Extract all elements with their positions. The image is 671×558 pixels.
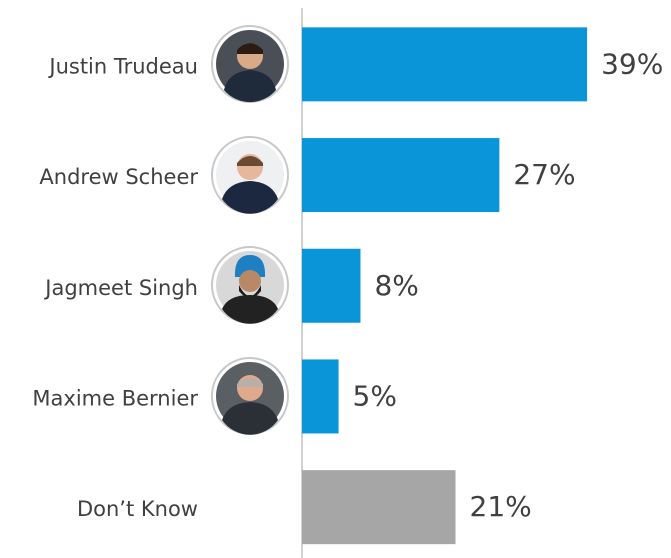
value-label: 27% — [513, 158, 575, 191]
category-label: Justin Trudeau — [47, 54, 198, 78]
value-label: 21% — [470, 490, 532, 523]
avatar — [211, 246, 289, 324]
category-label: Maxime Bernier — [32, 386, 198, 410]
value-label: 39% — [601, 47, 663, 80]
avatar — [211, 136, 289, 214]
category-label: Don’t Know — [77, 497, 198, 521]
avatar — [211, 357, 289, 435]
bar — [302, 359, 339, 434]
avatar — [211, 25, 289, 103]
value-label: 8% — [374, 269, 418, 302]
category-label: Andrew Scheer — [39, 165, 198, 189]
value-label: 5% — [353, 379, 397, 412]
bar — [302, 27, 588, 102]
bar — [302, 248, 361, 323]
avatars — [211, 25, 289, 435]
bar — [302, 470, 456, 545]
category-label: Jagmeet Singh — [43, 276, 198, 300]
bar — [302, 138, 500, 213]
